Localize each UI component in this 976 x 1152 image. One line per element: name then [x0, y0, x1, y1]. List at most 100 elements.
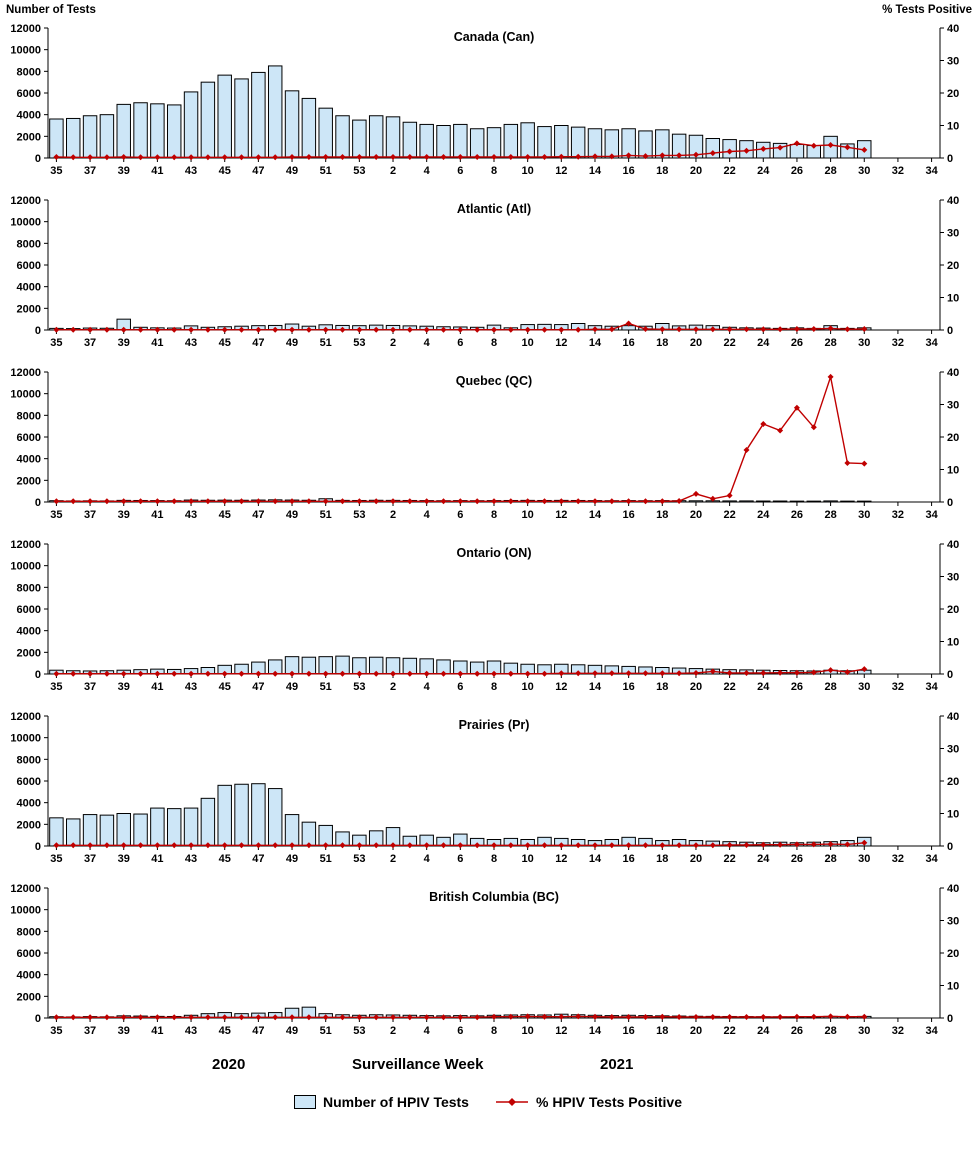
svg-text:12000: 12000 — [10, 711, 41, 723]
svg-text:32: 32 — [892, 337, 904, 349]
svg-text:47: 47 — [252, 165, 264, 177]
svg-text:4: 4 — [424, 337, 431, 349]
svg-text:2000: 2000 — [17, 819, 41, 831]
svg-text:12000: 12000 — [10, 883, 41, 895]
svg-text:6: 6 — [457, 1025, 463, 1037]
svg-text:47: 47 — [252, 681, 264, 693]
svg-text:40: 40 — [947, 539, 959, 551]
svg-text:2000: 2000 — [17, 131, 41, 143]
svg-text:8000: 8000 — [17, 66, 41, 78]
svg-text:16: 16 — [623, 337, 635, 349]
left-axis-title: Number of Tests — [6, 4, 96, 16]
svg-text:43: 43 — [185, 1025, 197, 1037]
svg-text:4000: 4000 — [17, 454, 41, 466]
svg-text:2: 2 — [390, 165, 396, 177]
ontario-chart: 0 2000 4000 6000 8000 10000 12000 0 10 20 30 40 35 37… — [10, 539, 959, 693]
svg-text:6: 6 — [457, 165, 463, 177]
svg-text:37: 37 — [84, 337, 96, 349]
svg-text:43: 43 — [185, 853, 197, 865]
svg-text:26: 26 — [791, 337, 803, 349]
svg-text:10: 10 — [522, 509, 534, 521]
svg-text:26: 26 — [791, 509, 803, 521]
svg-text:41: 41 — [151, 681, 163, 693]
svg-text:43: 43 — [185, 165, 197, 177]
svg-text:39: 39 — [118, 1025, 130, 1037]
svg-text:24: 24 — [757, 165, 770, 177]
svg-text:24: 24 — [757, 337, 770, 349]
svg-text:35: 35 — [50, 681, 62, 693]
svg-text:37: 37 — [84, 1025, 96, 1037]
svg-text:30: 30 — [947, 744, 959, 756]
svg-text:37: 37 — [84, 509, 96, 521]
svg-text:47: 47 — [252, 1025, 264, 1037]
svg-text:28: 28 — [824, 509, 836, 521]
svg-text:10: 10 — [947, 465, 959, 477]
svg-text:22: 22 — [723, 509, 735, 521]
axis-header-row: Number of Tests % Tests Positive — [0, 0, 976, 22]
legend-item-tests: Number of HPIV Tests — [293, 1094, 469, 1110]
svg-text:0: 0 — [35, 1013, 41, 1025]
svg-text:10: 10 — [522, 853, 534, 865]
svg-text:35: 35 — [50, 165, 62, 177]
svg-text:14: 14 — [589, 165, 602, 177]
atlantic-chart: 0 2000 4000 6000 8000 10000 12000 0 10 20 30 40 35 37… — [10, 195, 959, 349]
svg-text:10000: 10000 — [10, 905, 41, 917]
svg-text:32: 32 — [892, 165, 904, 177]
svg-text:22: 22 — [723, 165, 735, 177]
svg-text:51: 51 — [320, 853, 332, 865]
svg-text:12000: 12000 — [10, 539, 41, 551]
svg-text:20: 20 — [947, 776, 959, 788]
svg-text:12: 12 — [555, 165, 567, 177]
svg-text:10000: 10000 — [10, 389, 41, 401]
svg-text:8000: 8000 — [17, 238, 41, 250]
svg-text:2000: 2000 — [17, 303, 41, 315]
svg-text:4000: 4000 — [17, 110, 41, 122]
svg-text:30: 30 — [947, 916, 959, 928]
svg-text:2: 2 — [390, 337, 396, 349]
svg-text:30: 30 — [858, 509, 870, 521]
british-columbia-chart: 0 2000 4000 6000 8000 10000 12000 0 10 20 30 40 35 37… — [10, 883, 959, 1037]
svg-text:49: 49 — [286, 509, 298, 521]
svg-text:2: 2 — [390, 509, 396, 521]
x-axis-title: Surveillance Week — [352, 1056, 484, 1073]
year-2021-label: 2021 — [600, 1056, 634, 1073]
svg-text:24: 24 — [757, 681, 770, 693]
svg-text:20: 20 — [690, 1025, 702, 1037]
svg-text:28: 28 — [824, 337, 836, 349]
svg-text:0: 0 — [947, 1013, 953, 1025]
svg-text:53: 53 — [353, 509, 365, 521]
svg-text:45: 45 — [219, 681, 231, 693]
svg-text:16: 16 — [623, 681, 635, 693]
svg-text:49: 49 — [286, 853, 298, 865]
svg-text:8000: 8000 — [17, 754, 41, 766]
svg-text:32: 32 — [892, 681, 904, 693]
svg-text:4: 4 — [424, 681, 431, 693]
svg-text:43: 43 — [185, 681, 197, 693]
svg-text:47: 47 — [252, 853, 264, 865]
legend-line-label: % HPIV Tests Positive — [535, 1094, 682, 1110]
svg-text:18: 18 — [656, 681, 668, 693]
svg-text:34: 34 — [925, 853, 938, 865]
svg-text:51: 51 — [320, 1025, 332, 1037]
line-marker-icon — [495, 1098, 528, 1106]
svg-text:39: 39 — [118, 337, 130, 349]
svg-text:6000: 6000 — [17, 776, 41, 788]
svg-text:14: 14 — [589, 509, 602, 521]
svg-text:6: 6 — [457, 337, 463, 349]
svg-text:14: 14 — [589, 853, 602, 865]
svg-text:39: 39 — [118, 509, 130, 521]
svg-text:4000: 4000 — [17, 626, 41, 638]
svg-text:22: 22 — [723, 853, 735, 865]
svg-text:10: 10 — [947, 293, 959, 305]
svg-text:49: 49 — [286, 1025, 298, 1037]
svg-text:10000: 10000 — [10, 217, 41, 229]
svg-text:8000: 8000 — [17, 926, 41, 938]
svg-text:51: 51 — [320, 165, 332, 177]
svg-text:0: 0 — [947, 669, 953, 681]
svg-text:6: 6 — [457, 853, 463, 865]
svg-text:34: 34 — [925, 681, 938, 693]
svg-text:47: 47 — [252, 337, 264, 349]
svg-text:30: 30 — [947, 572, 959, 584]
svg-text:10: 10 — [522, 165, 534, 177]
svg-text:0: 0 — [947, 153, 953, 165]
